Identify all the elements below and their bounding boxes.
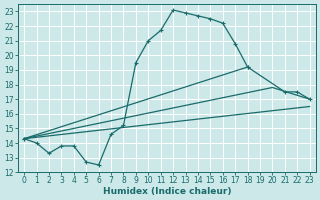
X-axis label: Humidex (Indice chaleur): Humidex (Indice chaleur) [103, 187, 231, 196]
